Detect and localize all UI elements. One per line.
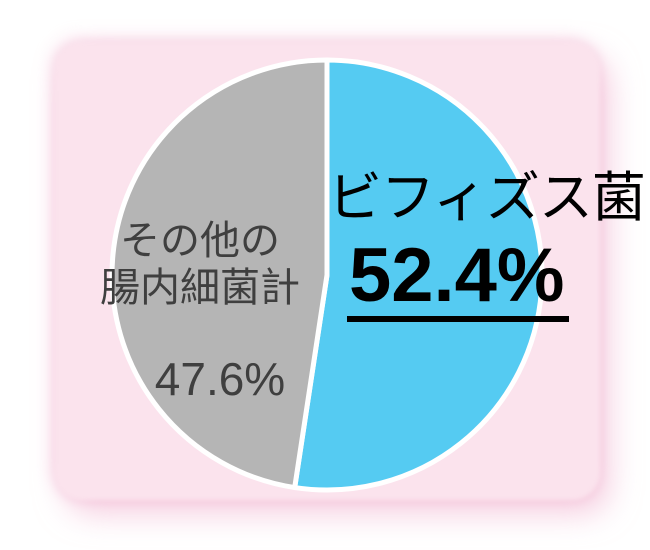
pie-slice-bifidus [292,57,545,493]
other-slice-label-line1: その他の [120,219,280,263]
bifidus-slice-value: 52.4% [347,237,569,323]
other-slice-value: 47.6% [154,353,286,405]
other-slice-label-line2: 腸内細菌計 [100,266,300,311]
other-slice-label: その他の 腸内細菌計 [68,218,332,312]
pie-slice-other [109,57,330,491]
bifidus-slice-value-text: 52.4% [347,237,569,323]
bifidus-slice-label: ビフィズス菌 [328,168,646,228]
pie-slices [109,57,545,493]
